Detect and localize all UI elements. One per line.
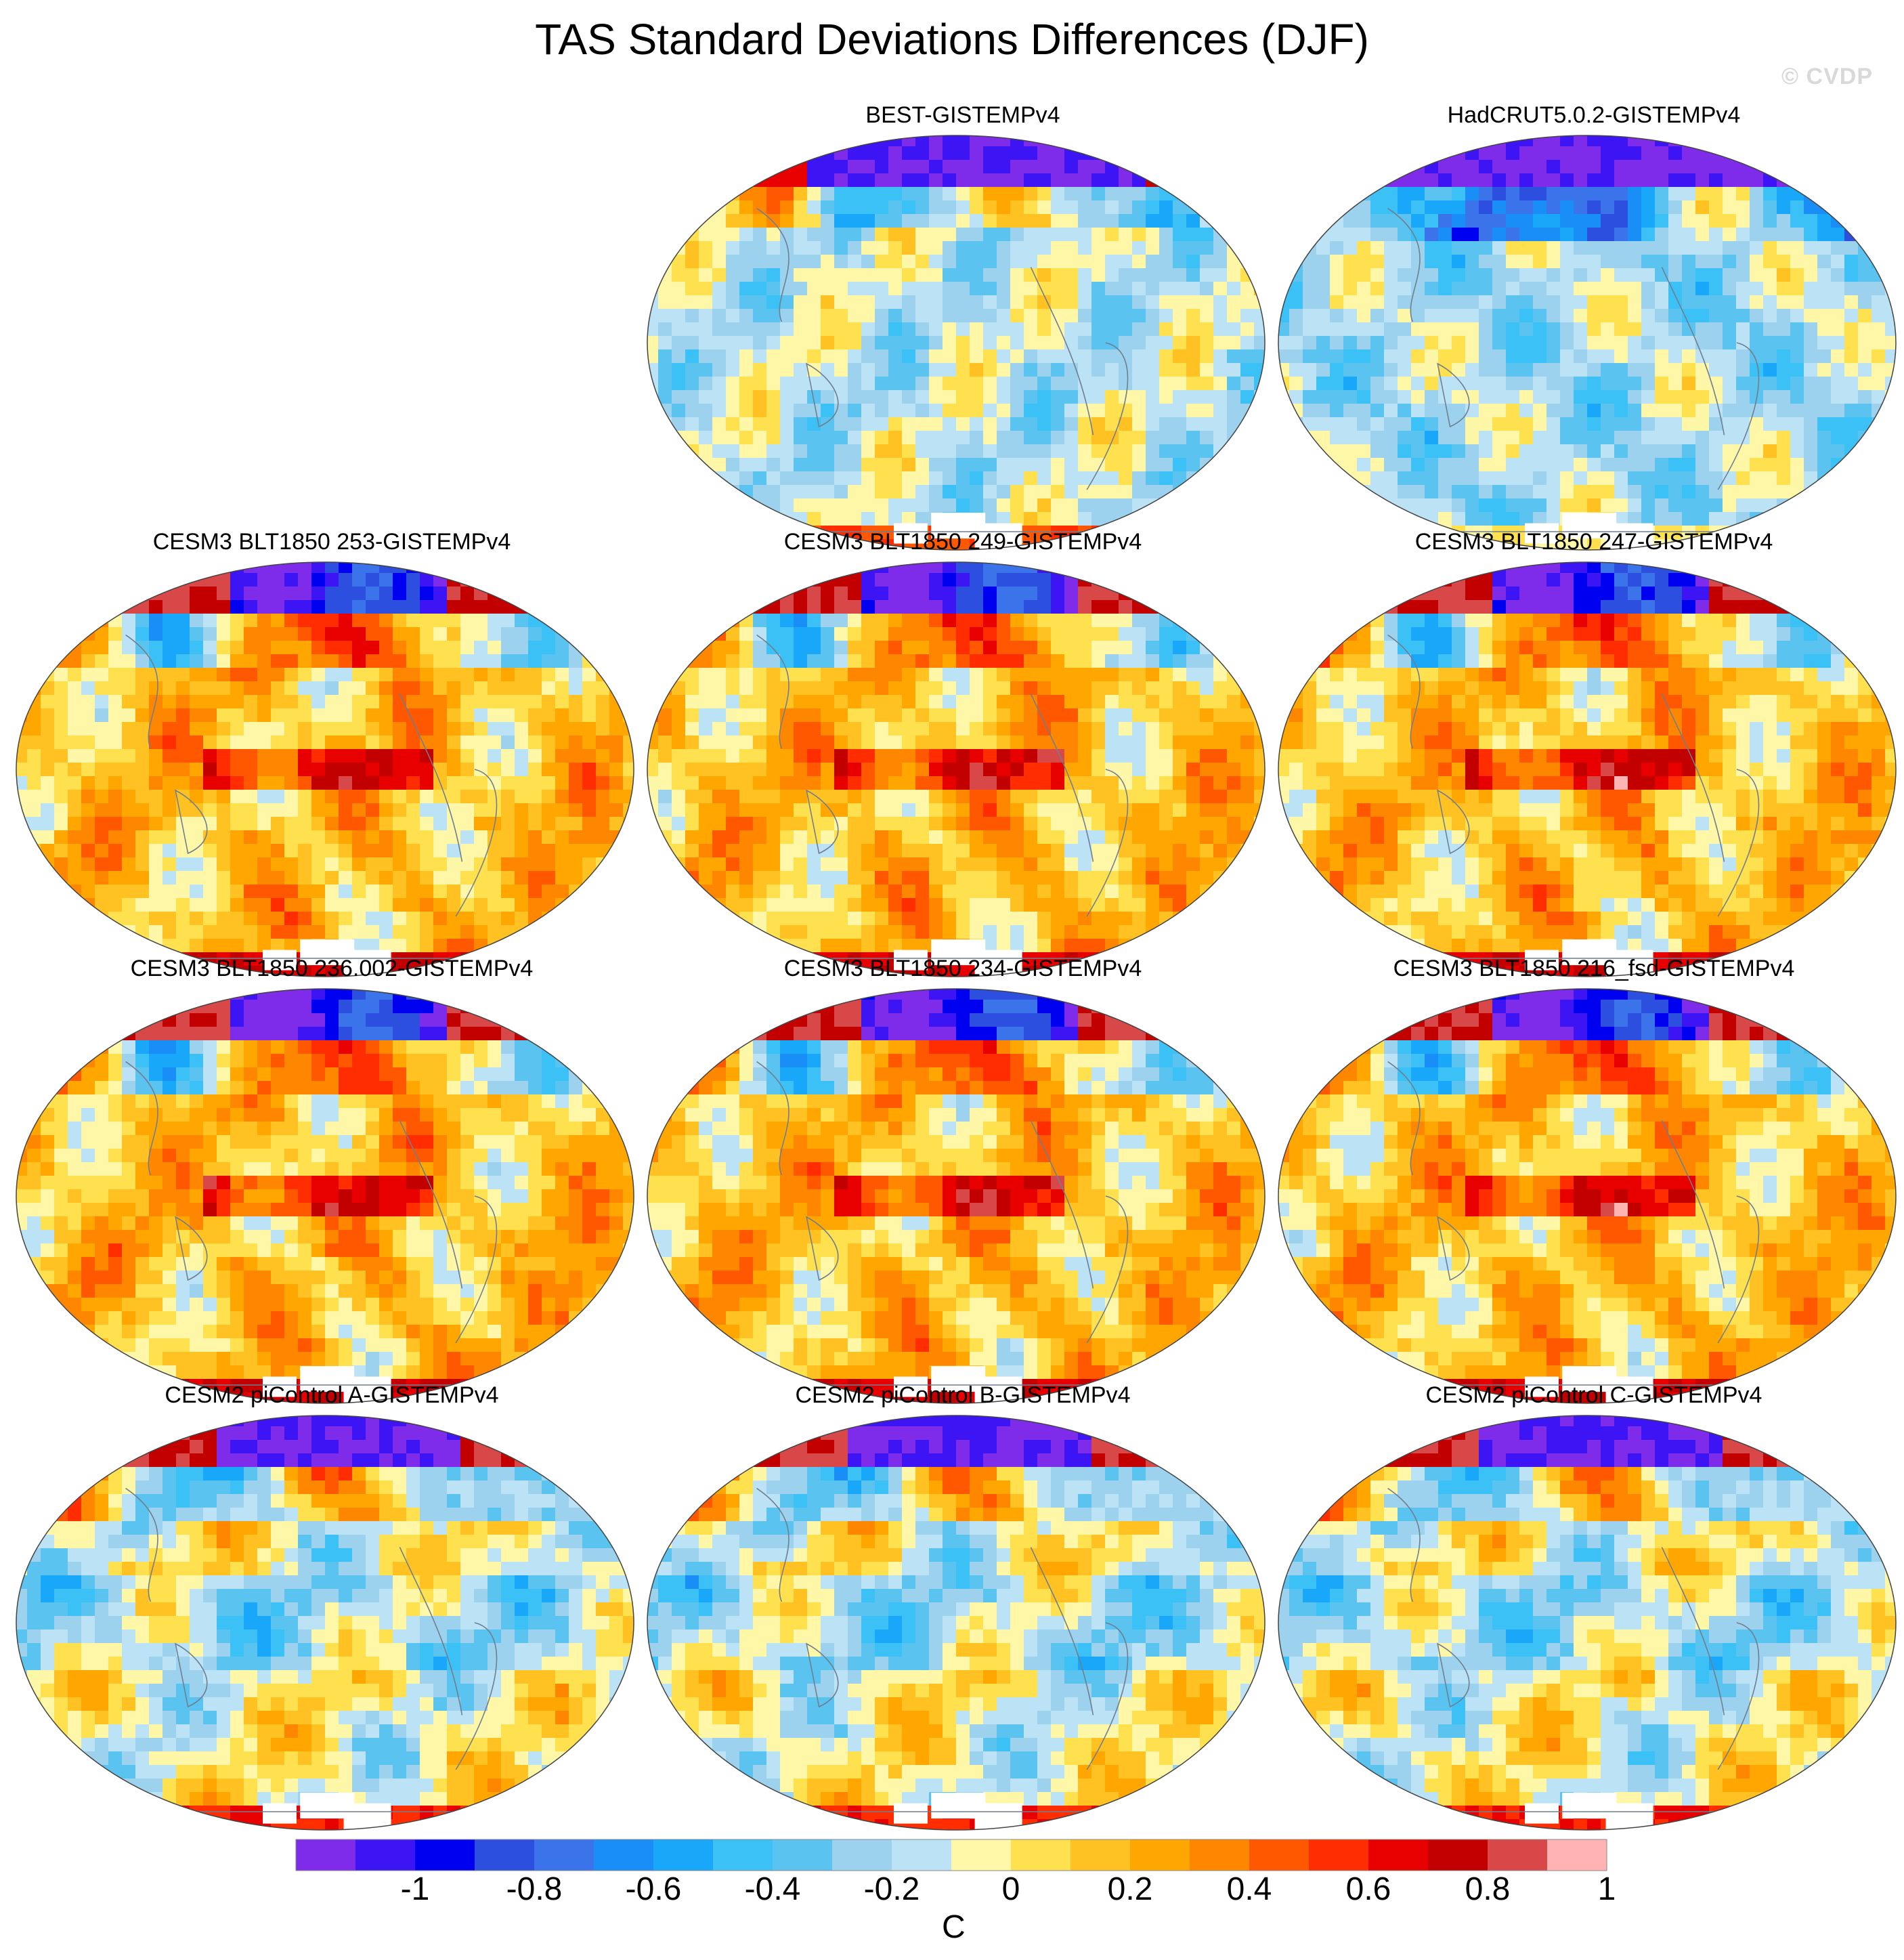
colorbar-tick-label: 0.6 xyxy=(1345,1871,1391,1907)
coastline xyxy=(76,1487,574,1812)
map-panel xyxy=(647,561,1265,977)
panel-title: HadCRUT5.0.2-GISTEMPv4 xyxy=(1447,102,1741,128)
coastline xyxy=(1338,634,1836,959)
colorbar-swatch xyxy=(832,1839,892,1871)
colorbar-swatch xyxy=(1190,1839,1250,1871)
colorbar-swatch xyxy=(415,1839,475,1871)
colorbar-swatch xyxy=(1368,1839,1429,1871)
colorbar-swatch xyxy=(355,1839,416,1871)
panel-title: CESM3 BLT1850 249-GISTEMPv4 xyxy=(783,529,1142,555)
panel-title: CESM3 BLT1850 216_fsd-GISTEMPv4 xyxy=(1393,956,1795,981)
colorbar-swatch xyxy=(1309,1839,1369,1871)
coastline xyxy=(1338,207,1836,532)
colorbar-swatch xyxy=(1428,1839,1488,1871)
map-panel xyxy=(647,988,1265,1404)
map-panel xyxy=(16,561,634,977)
colorbar-tick-label: -0.2 xyxy=(863,1871,920,1907)
coastline xyxy=(707,207,1205,532)
map-panel xyxy=(16,988,634,1404)
panel-title: CESM2 piControl A-GISTEMPv4 xyxy=(165,1382,499,1408)
colorbar-tick-label: -1 xyxy=(400,1871,430,1907)
coastline xyxy=(1338,1061,1836,1386)
coastline xyxy=(707,1487,1205,1812)
colorbar-swatch xyxy=(1130,1839,1190,1871)
colorbar-units: C xyxy=(942,1909,966,1945)
colorbar-tick-label: 0.8 xyxy=(1465,1871,1511,1907)
coastline xyxy=(707,634,1205,959)
colorbar-swatch xyxy=(1547,1839,1607,1871)
map-panel xyxy=(1278,561,1897,977)
panel-title: BEST-GISTEMPv4 xyxy=(865,102,1060,128)
colorbar-tick-label: -0.8 xyxy=(506,1871,563,1907)
coastline xyxy=(1338,1487,1836,1812)
colorbar-tick-label: 0.2 xyxy=(1107,1871,1153,1907)
map-panel xyxy=(647,135,1265,551)
colorbar-swatch xyxy=(594,1839,654,1871)
colorbar-tick-label: -0.6 xyxy=(625,1871,682,1907)
colorbar-swatch xyxy=(653,1839,714,1871)
panel-title: CESM3 BLT1850 253-GISTEMPv4 xyxy=(152,529,511,555)
map-panel xyxy=(1278,988,1897,1404)
colorbar-swatch xyxy=(1070,1839,1131,1871)
colorbar-swatch xyxy=(296,1839,356,1871)
figure-title: TAS Standard Deviations Differences (DJF… xyxy=(535,15,1369,64)
colorbar-tick-label: 1 xyxy=(1597,1871,1616,1907)
colorbar-swatch xyxy=(713,1839,773,1871)
colorbar-swatch xyxy=(892,1839,952,1871)
map-panel xyxy=(647,1415,1265,1831)
colorbar-swatch xyxy=(1249,1839,1310,1871)
colorbar-swatch xyxy=(951,1839,1012,1871)
colorbar-tick-label: 0.4 xyxy=(1226,1871,1272,1907)
panel-title: CESM3 BLT1850 247-GISTEMPv4 xyxy=(1414,529,1773,555)
colorbar-tick-label: 0 xyxy=(1001,1871,1020,1907)
map-panel xyxy=(1278,1415,1897,1831)
colorbar-swatch xyxy=(475,1839,535,1871)
colorbar-swatch xyxy=(1488,1839,1548,1871)
coastline xyxy=(707,1061,1205,1386)
panel-title: CESM2 piControl C-GISTEMPv4 xyxy=(1425,1382,1762,1408)
colorbar-swatch xyxy=(773,1839,833,1871)
colorbar-tick-label: -0.4 xyxy=(744,1871,801,1907)
panel-title: CESM2 piControl B-GISTEMPv4 xyxy=(795,1382,1131,1408)
map-panel xyxy=(1278,135,1897,551)
colorbar-swatch xyxy=(1011,1839,1071,1871)
coastline xyxy=(76,634,574,959)
colorbar-swatch xyxy=(534,1839,594,1871)
watermark: © CVDP xyxy=(1781,64,1873,89)
map-panel xyxy=(16,1415,634,1831)
panel-title: CESM3 BLT1850 236.002-GISTEMPv4 xyxy=(130,956,534,981)
coastline xyxy=(76,1061,574,1386)
panel-title: CESM3 BLT1850 234-GISTEMPv4 xyxy=(783,956,1142,981)
